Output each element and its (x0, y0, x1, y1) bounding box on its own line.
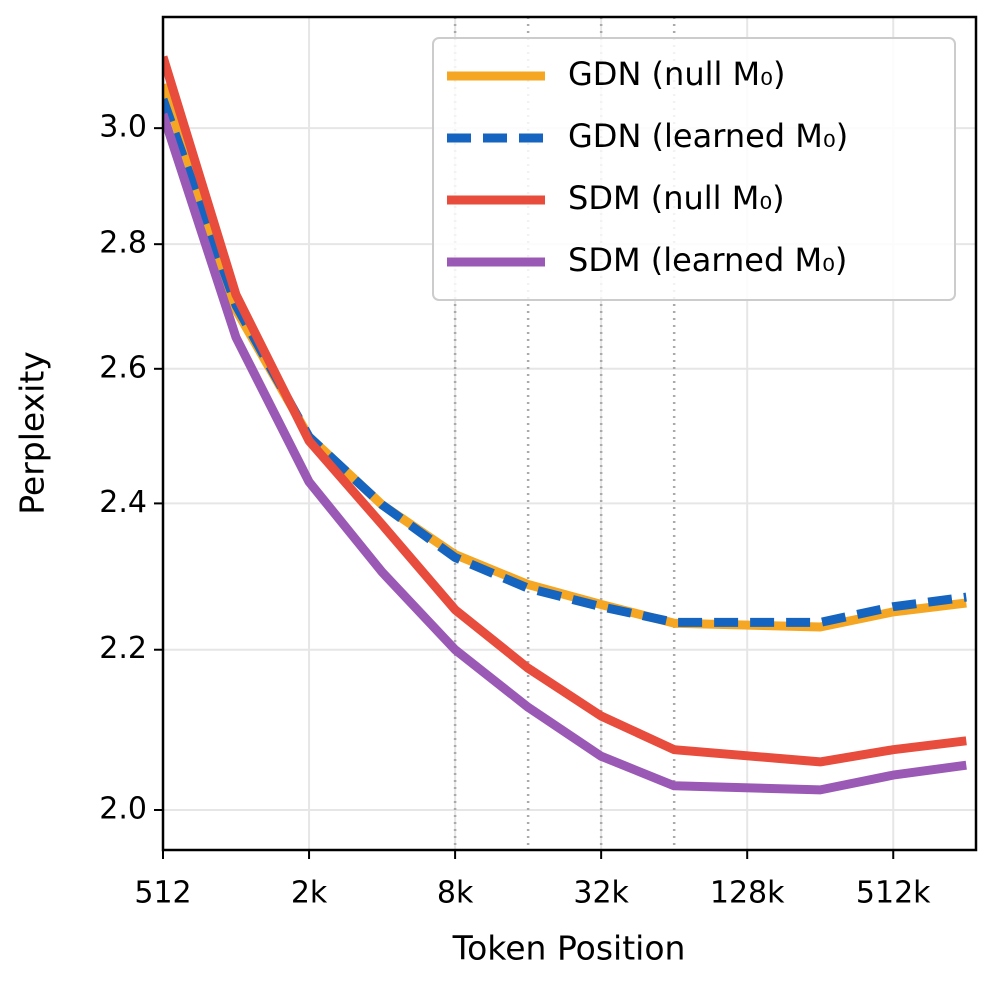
legend-label: SDM (learned M₀) (568, 241, 847, 279)
y-tick-label: 2.2 (99, 631, 147, 666)
legend-label: GDN (null M₀) (568, 55, 785, 93)
legend-label: GDN (learned M₀) (568, 117, 848, 155)
x-tick-label: 32k (573, 876, 629, 911)
y-tick-label: 2.4 (99, 485, 147, 520)
y-tick-label: 3.0 (99, 110, 147, 145)
x-tick-label: 512k (856, 876, 931, 911)
series-line (163, 112, 967, 795)
series-line (163, 97, 967, 627)
x-tick-label: 512 (134, 876, 191, 911)
x-tick-label: 8k (437, 876, 474, 911)
x-tick-label: 128k (710, 876, 785, 911)
x-axis-label: Token Position (452, 929, 686, 968)
legend-label: SDM (null M₀) (568, 179, 785, 217)
y-tick-label: 2.8 (99, 226, 147, 261)
plot-frame (161, 15, 978, 852)
legend-box (432, 37, 956, 301)
y-tick-label: 2.0 (99, 792, 147, 827)
y-tick-label: 2.6 (99, 350, 147, 385)
x-tick-label: 2k (291, 876, 328, 911)
plot-lines (163, 55, 967, 795)
series-line (163, 55, 967, 767)
y-axis-label: Perplexity (13, 351, 52, 515)
